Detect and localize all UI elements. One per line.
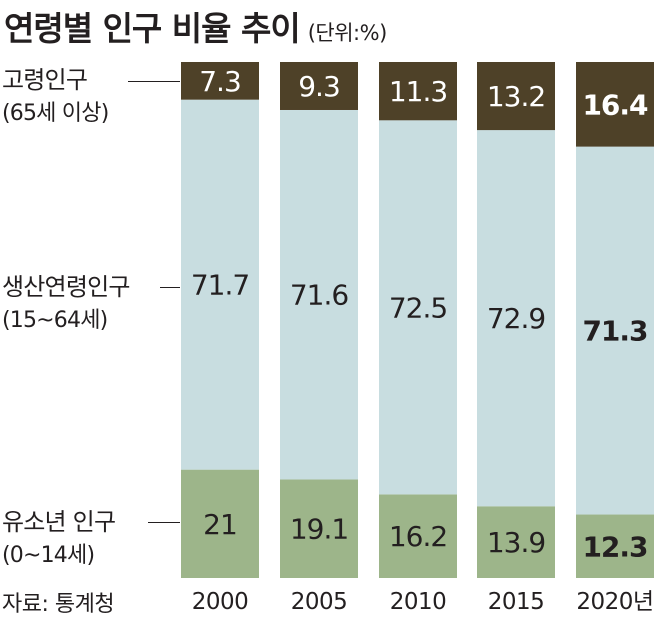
bar-elderly-2015 bbox=[477, 62, 555, 131]
legend-working-name: 생산연령인구 bbox=[2, 273, 130, 301]
legend-working-leader bbox=[160, 287, 180, 288]
x-tick-label-3: 2015 bbox=[488, 589, 545, 615]
legend-working-age: (15~64세) bbox=[2, 308, 108, 333]
value-label-working-2005: 71.6 bbox=[290, 279, 349, 312]
value-label-elderly-2015: 13.2 bbox=[487, 80, 545, 113]
value-label-elderly-2005: 9.3 bbox=[298, 70, 340, 103]
bar-elderly-2000 bbox=[181, 62, 259, 100]
bar-elderly-2020년 bbox=[576, 62, 654, 147]
x-tick-label-0: 2000 bbox=[192, 589, 249, 615]
legend-working: 생산연령인구 (15~64세) bbox=[2, 270, 130, 338]
value-label-working-2015: 72.9 bbox=[487, 302, 545, 335]
bar-youth-2005 bbox=[280, 479, 358, 578]
value-label-working-2020년: 71.3 bbox=[582, 315, 647, 348]
chart-title: 연령별 인구 비율 추이 bbox=[4, 9, 301, 48]
legend-youth-name: 유소년 인구 bbox=[2, 508, 116, 536]
bar-youth-2000 bbox=[181, 469, 259, 578]
bar-elderly-2005 bbox=[280, 62, 358, 110]
bar-elderly-2010 bbox=[379, 62, 457, 121]
legend-elderly-age: (65세 이상) bbox=[2, 101, 109, 126]
value-label-working-2010: 72.5 bbox=[389, 291, 447, 324]
title-row: 연령별 인구 비율 추이 (단위:%) bbox=[4, 2, 388, 48]
value-label-elderly-2000: 7.3 bbox=[199, 65, 241, 98]
bar-youth-2010 bbox=[379, 494, 457, 578]
value-label-youth-2020년: 12.3 bbox=[582, 530, 647, 563]
unit-label: (단위:%) bbox=[307, 21, 388, 45]
value-label-youth-2015: 13.9 bbox=[487, 526, 545, 559]
value-label-youth-2010: 16.2 bbox=[389, 520, 447, 553]
bar-working-2015 bbox=[477, 130, 555, 507]
value-label-youth-2005: 19.1 bbox=[290, 513, 348, 546]
value-label-elderly-2010: 11.3 bbox=[389, 75, 447, 108]
bar-working-2020년 bbox=[576, 146, 654, 515]
bar-working-2010 bbox=[379, 120, 457, 495]
legend-youth: 유소년 인구 (0~14세) bbox=[2, 505, 116, 573]
legend-elderly-leader bbox=[128, 81, 180, 82]
source-note: 자료: 통계청 bbox=[2, 592, 115, 617]
legend-elderly: 고령인구 (65세 이상) bbox=[2, 63, 109, 131]
legend-youth-age: (0~14세) bbox=[2, 543, 95, 568]
legend-elderly-name: 고령인구 bbox=[2, 66, 88, 94]
bar-working-2000 bbox=[181, 99, 259, 470]
value-label-elderly-2020년: 16.4 bbox=[582, 88, 648, 121]
value-label-youth-2000: 21 bbox=[203, 508, 237, 541]
x-tick-label-2: 2010 bbox=[390, 589, 447, 615]
bar-working-2005 bbox=[280, 109, 358, 480]
value-label-working-2000: 71.7 bbox=[191, 269, 249, 302]
legend-youth-leader bbox=[148, 522, 180, 523]
x-tick-label-4: 2020년 bbox=[576, 589, 653, 615]
x-tick-label-1: 2005 bbox=[291, 589, 348, 615]
bar-youth-2020년 bbox=[576, 514, 654, 578]
bar-youth-2015 bbox=[477, 506, 555, 578]
